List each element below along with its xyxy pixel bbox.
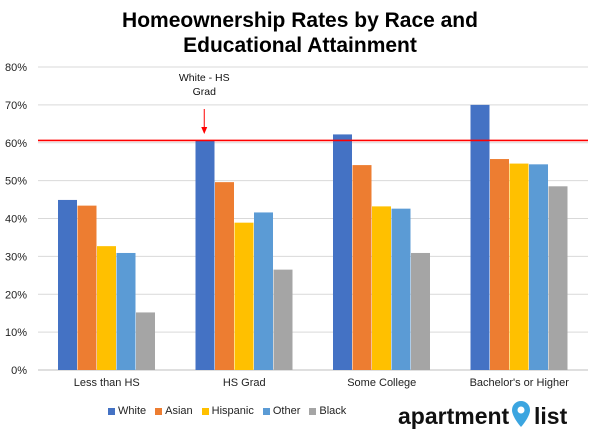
- bar-hispanic-2: [372, 206, 391, 370]
- bar-black-3: [548, 186, 568, 370]
- legend-swatch: [262, 407, 270, 415]
- bar-white-3: [470, 104, 490, 370]
- logo-text-list: list: [534, 403, 568, 429]
- y-tick-label: 10%: [5, 327, 27, 339]
- legend-swatch: [108, 407, 115, 415]
- bar-other-2: [391, 208, 411, 370]
- bar-other-1: [254, 212, 273, 370]
- annotation-line-2: Grad: [193, 86, 217, 98]
- y-tick-label: 30%: [5, 251, 27, 263]
- legend-item-black: Black: [309, 405, 346, 417]
- y-tick-label: 20%: [5, 289, 27, 301]
- bar-black-2: [411, 252, 430, 370]
- bar-hispanic-0: [97, 246, 116, 370]
- bar-white-1: [195, 140, 215, 370]
- legend-item-white: White: [108, 405, 146, 417]
- chart-title-line-1: Homeownership Rates by Race and: [122, 9, 478, 32]
- legend-label: Hispanic: [211, 405, 254, 417]
- bar-asian-0: [77, 205, 97, 370]
- legend-label: Other: [272, 405, 301, 417]
- bar-white-0: [58, 199, 77, 370]
- x-category-label: Less than HS: [74, 377, 140, 389]
- bar-hispanic-3: [509, 163, 529, 370]
- bar-other-0: [116, 252, 136, 370]
- chart-title-line-2: Educational Attainment: [183, 34, 417, 57]
- apartment-list-logo: apartment list: [398, 401, 568, 429]
- legend-label: Black: [319, 405, 347, 417]
- y-tick-label: 0%: [11, 365, 27, 377]
- y-tick-label: 70%: [5, 100, 27, 112]
- legend-item-other: Other: [262, 405, 301, 417]
- legend-swatch: [201, 407, 209, 415]
- bar-black-1: [273, 269, 293, 370]
- location-pin-icon: [512, 401, 530, 427]
- bar-black-0: [136, 312, 155, 370]
- x-category-label: HS Grad: [223, 377, 266, 389]
- bar-hispanic-1: [234, 222, 254, 370]
- bar-asian-1: [215, 182, 234, 370]
- legend-swatch: [309, 407, 317, 415]
- legend-swatch: [155, 407, 163, 415]
- legend-item-hispanic: Hispanic: [201, 405, 254, 417]
- chart-title: Homeownership Rates by Race and Educatio…: [0, 8, 600, 58]
- y-tick-label: 50%: [5, 176, 27, 188]
- legend-item-asian: Asian: [155, 405, 193, 417]
- legend-label: White: [118, 405, 147, 417]
- x-category-label: Some College: [347, 377, 416, 389]
- annotation-arrow-head: [201, 127, 208, 134]
- x-category-label: Bachelor's or Higher: [470, 377, 570, 389]
- y-tick-label: 40%: [5, 214, 27, 226]
- y-tick-label: 60%: [5, 138, 27, 150]
- logo-text-apartment: apartment: [398, 403, 510, 429]
- annotation-line-1: White - HS: [179, 72, 230, 84]
- y-tick-label: 80%: [5, 62, 27, 74]
- chart-legend: White Asian Hispanic Other Black: [108, 405, 346, 417]
- bar-asian-2: [352, 165, 372, 370]
- legend-label: Asian: [165, 405, 193, 417]
- bar-asian-3: [490, 159, 509, 370]
- bar-other-3: [529, 164, 548, 370]
- bar-white-2: [333, 134, 352, 370]
